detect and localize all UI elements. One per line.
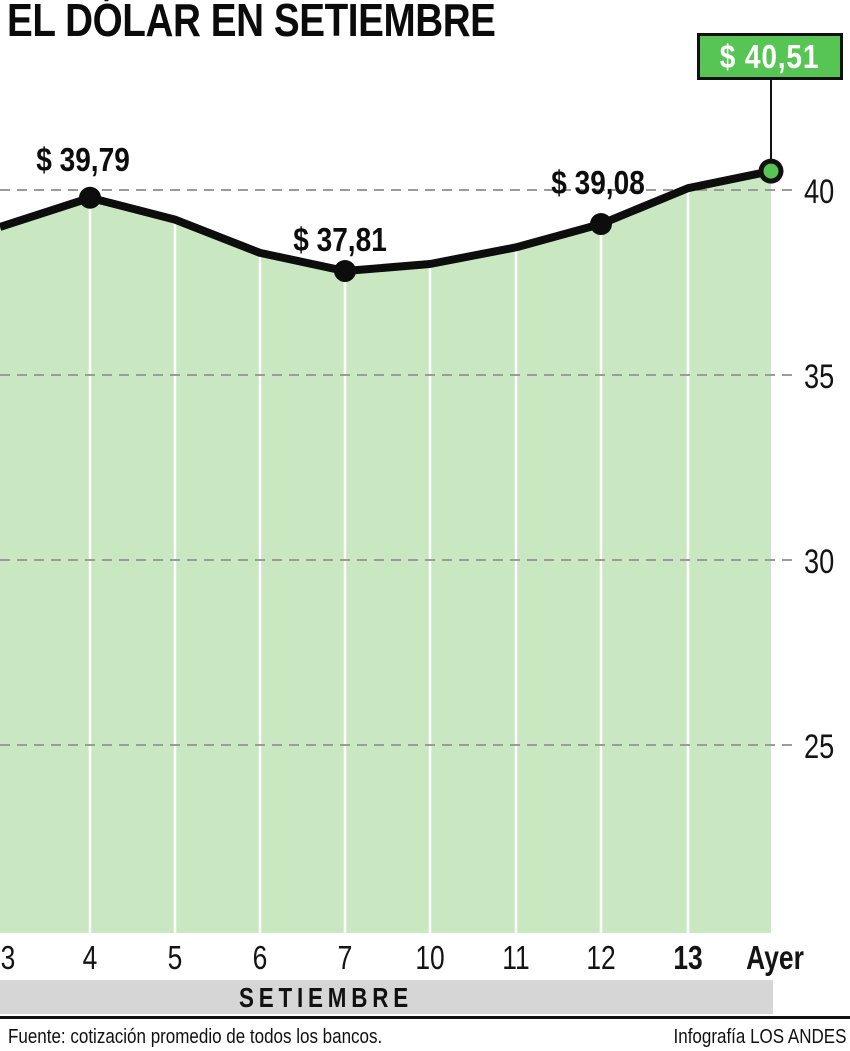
data-point-dot xyxy=(334,260,356,283)
x-axis-tick: 10 xyxy=(415,939,445,976)
data-point-dot xyxy=(79,186,101,209)
latest-value-label: $ 40,51 xyxy=(720,37,820,75)
x-axis-tick: 6 xyxy=(252,939,268,976)
x-axis-tick: 11 xyxy=(502,939,530,976)
x-axis-tick: Ayer xyxy=(746,939,804,976)
price-line xyxy=(0,167,772,276)
x-axis-tick: 12 xyxy=(586,939,616,976)
area-fill xyxy=(0,171,771,933)
page-title: EL DÓLAR EN SETIEMBRE xyxy=(7,0,496,46)
x-axis-tick: 7 xyxy=(337,939,353,976)
x-axis-tick: 3 xyxy=(0,939,16,976)
latest-point-dot xyxy=(763,163,779,179)
data-point-dot xyxy=(590,213,612,236)
y-axis-tick: 35 xyxy=(804,358,835,396)
point-value-label: $ 39,08 xyxy=(551,164,645,201)
month-band-label: SETIEMBRE xyxy=(239,982,413,1013)
y-axis-tick: 25 xyxy=(804,728,835,766)
x-axis-tick: 5 xyxy=(167,939,183,976)
y-axis-tick: 40 xyxy=(804,173,835,211)
x-axis-tick: 4 xyxy=(82,939,98,976)
credit-note: Infografía LOS ANDES xyxy=(673,1026,846,1048)
x-axis-tick: 13 xyxy=(673,939,703,976)
point-value-label: $ 39,79 xyxy=(36,141,130,178)
month-band: SETIEMBRE xyxy=(0,980,773,1014)
footer-divider xyxy=(0,1016,850,1019)
point-value-label: $ 37,81 xyxy=(293,221,387,258)
latest-value-badge: $ 40,51 xyxy=(697,33,843,80)
source-note: Fuente: cotización promedio de todos los… xyxy=(8,1026,383,1048)
y-axis-tick: 30 xyxy=(804,543,835,581)
